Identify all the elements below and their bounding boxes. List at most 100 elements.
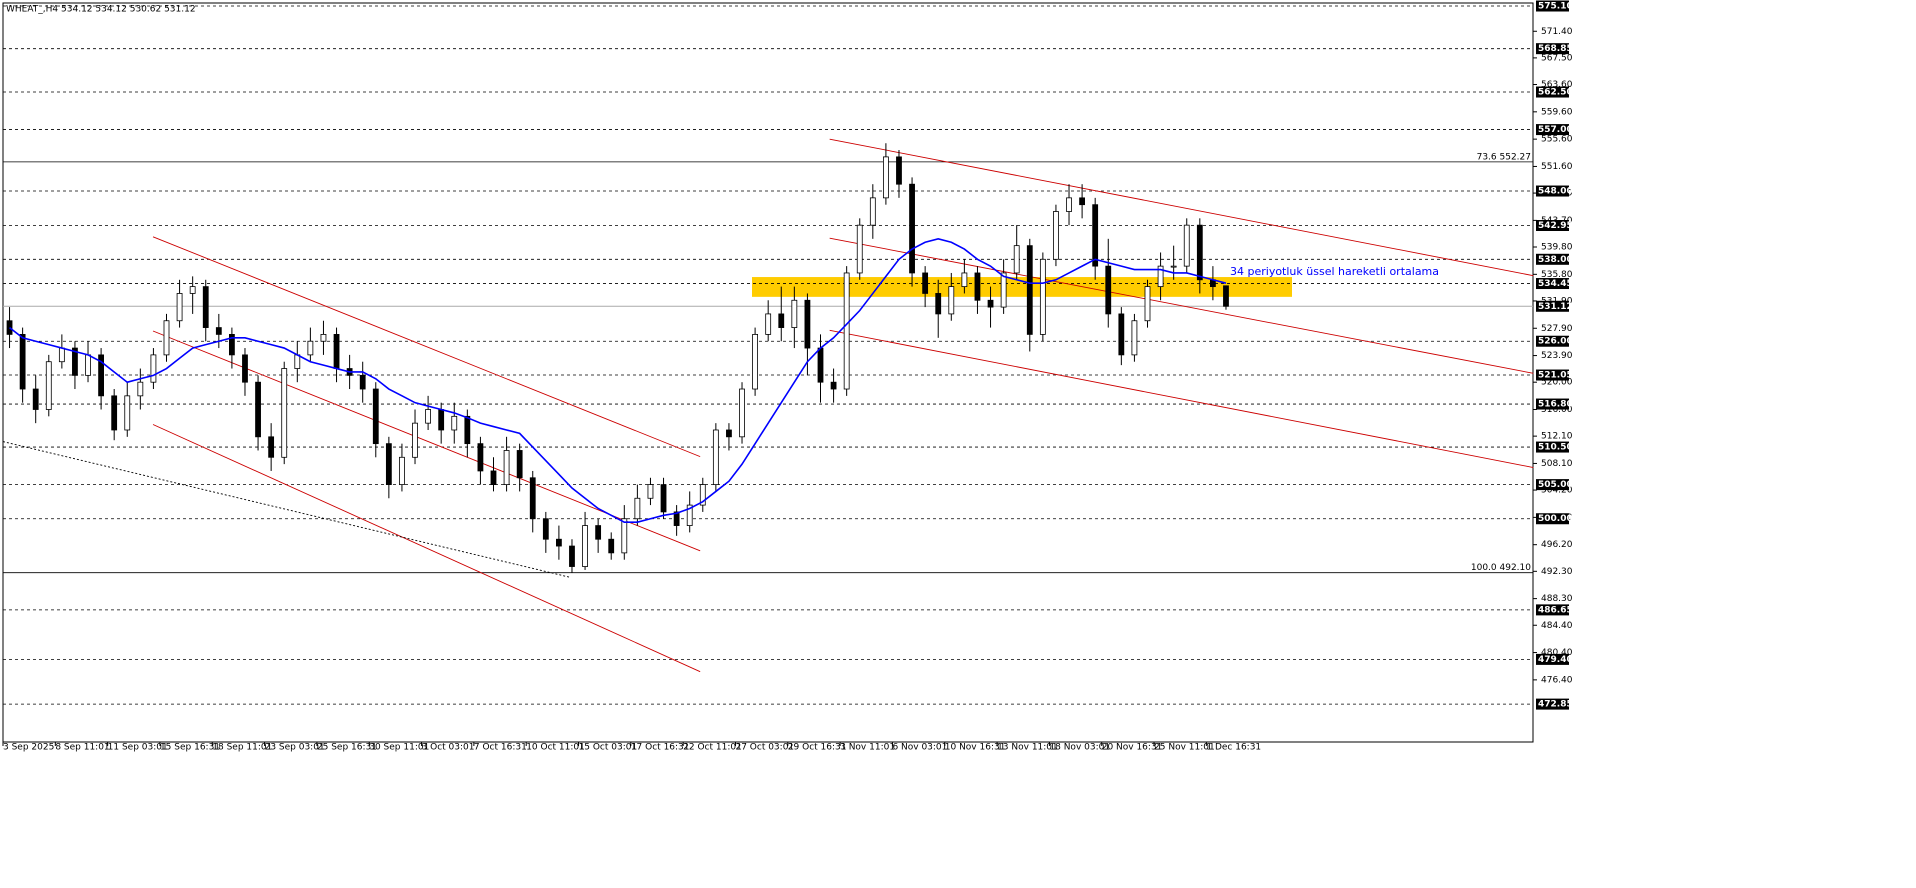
candle-body <box>1223 285 1229 307</box>
level-label-box <box>1536 398 1569 410</box>
candle-body <box>503 450 510 486</box>
candle-body <box>765 313 772 335</box>
y-tick-label: 539.80 <box>1541 243 1573 253</box>
candle-body <box>19 334 26 390</box>
candle-body <box>490 470 497 486</box>
candle-body <box>438 409 445 431</box>
candle-body <box>660 484 667 513</box>
level-label: 562.50 <box>1538 88 1573 98</box>
candle-body <box>1092 204 1099 267</box>
y-tick-label: 527.90 <box>1541 324 1573 334</box>
trendline <box>2 441 571 578</box>
level-label: 510.50 <box>1538 443 1573 453</box>
y-tick-label: 488.30 <box>1541 594 1573 604</box>
candle-body <box>582 525 588 567</box>
candle-body <box>202 286 209 328</box>
level-label-box <box>1536 278 1569 290</box>
candle-body <box>1183 224 1190 267</box>
candle-body <box>896 156 902 185</box>
candle-body <box>948 286 955 315</box>
level-label-box <box>1536 369 1569 381</box>
x-tick-label: 6 Nov 03:01 <box>892 743 947 753</box>
x-tick-label: 3 Nov 11:01 <box>840 743 895 753</box>
x-tick-label: 3 Sep 2025 <box>3 743 54 753</box>
candle-body <box>45 361 52 410</box>
x-tick-label: 25 Sep 16:31 <box>317 743 377 753</box>
y-tick-label: 555.60 <box>1541 135 1573 145</box>
candle-body <box>647 484 654 499</box>
x-tick-label: 30 Sep 11:01 <box>369 743 429 753</box>
x-tick-label: 22 Oct 11:01 <box>683 743 742 753</box>
candle-body <box>516 450 523 479</box>
level-label: 526.00 <box>1538 337 1573 347</box>
candle-body <box>477 443 484 472</box>
x-tick-label: 11 Sep 03:01 <box>108 743 168 753</box>
level-label-box <box>1536 335 1569 347</box>
candle-body <box>1170 265 1177 268</box>
candle-body <box>804 299 811 349</box>
trendline <box>829 138 1534 277</box>
y-tick-label: 535.80 <box>1541 270 1573 280</box>
x-tick-label: 15 Sep 16:31 <box>160 743 220 753</box>
level-label-box <box>1536 124 1569 136</box>
candle-body <box>1144 286 1151 322</box>
candle-body <box>111 395 118 431</box>
candle-body <box>32 388 39 410</box>
candle-body <box>909 183 915 274</box>
candle-body <box>922 272 929 294</box>
candle-body <box>542 518 549 540</box>
candle-body <box>215 327 222 335</box>
candle-body <box>464 415 471 445</box>
candle-body <box>399 456 405 486</box>
level-label-box <box>1536 441 1569 453</box>
level-label: 534.45 <box>1538 279 1573 289</box>
y-tick-label: 563.60 <box>1541 80 1573 90</box>
candle-body <box>281 368 288 458</box>
candle-body <box>843 272 850 390</box>
last-price-box <box>1536 300 1569 312</box>
candle-body <box>242 354 248 383</box>
level-label-box <box>1536 0 1569 12</box>
x-tick-label: 7 Oct 16:31 <box>474 743 527 753</box>
level-label-box <box>1536 253 1569 265</box>
candle-body <box>294 354 301 369</box>
zone <box>752 277 1292 297</box>
candle-body <box>333 334 340 369</box>
x-tick-label: 3 Oct 03:01 <box>422 743 475 753</box>
level-label-box <box>1536 479 1569 491</box>
level-label-box <box>1536 185 1569 197</box>
candle-body <box>451 415 458 431</box>
candle-body <box>1026 245 1033 335</box>
candle-body <box>739 388 745 438</box>
y-tick-label: 496.20 <box>1541 540 1573 550</box>
level-label: 557.00 <box>1538 125 1573 135</box>
candle-body <box>686 504 693 526</box>
candle-body <box>176 293 183 322</box>
candle-body <box>712 429 719 486</box>
last-price-label: 531.12 <box>1538 302 1573 312</box>
candle-body <box>1079 197 1085 206</box>
candle-body <box>556 538 562 547</box>
ema-line <box>9 237 1227 523</box>
candle-body <box>608 538 615 554</box>
candle-body <box>1196 224 1203 281</box>
plot-frame <box>2 2 1534 743</box>
level-label: 568.85 <box>1538 44 1573 54</box>
candle-body <box>1039 258 1046 335</box>
y-tick-label: 571.40 <box>1541 27 1573 37</box>
level-label: 575.10 <box>1538 2 1573 12</box>
level-label: 479.40 <box>1538 655 1573 665</box>
level-label-box <box>1536 604 1569 616</box>
candle-body <box>752 334 758 390</box>
candle-body <box>791 299 798 328</box>
x-tick-label: 10 Oct 11:01 <box>526 743 585 753</box>
candle-body <box>726 429 732 438</box>
candle-body <box>778 313 785 328</box>
y-tick-label: 559.60 <box>1541 107 1573 117</box>
candle-body <box>1066 197 1072 212</box>
y-tick-label: 520.00 <box>1541 378 1573 388</box>
x-tick-label: 1 Dec 16:31 <box>1206 743 1261 753</box>
candle-body <box>673 511 680 526</box>
candle-body <box>255 381 261 438</box>
